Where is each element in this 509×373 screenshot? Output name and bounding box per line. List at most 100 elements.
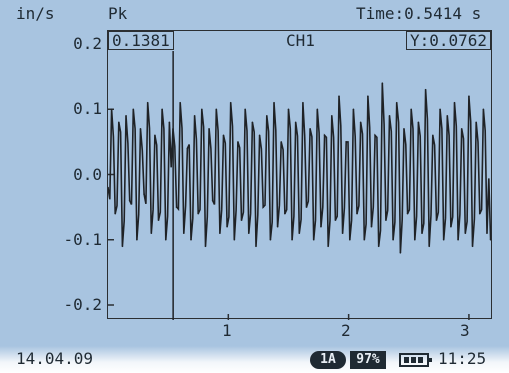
waveform-point <box>370 225 373 228</box>
time-readout: Time:0.5414 s <box>356 4 482 23</box>
waveform-point <box>226 225 228 228</box>
y-tick-label: -0.2 <box>63 295 102 314</box>
waveform-point <box>219 232 221 235</box>
y-tick-label: 0.0 <box>73 165 102 184</box>
y-tick-label: 0.1 <box>73 99 102 118</box>
waveform-point <box>258 134 261 137</box>
waveform-point <box>280 141 283 143</box>
waveform-point <box>435 219 438 221</box>
waveform-point <box>312 238 315 241</box>
waveform-point <box>146 101 149 104</box>
waveform-point <box>179 101 181 104</box>
waveform-point <box>287 108 290 111</box>
waveform-point <box>240 219 243 221</box>
waveform-point <box>334 219 337 221</box>
waveform-trace <box>108 83 492 253</box>
x-tick-label: 1 <box>222 321 232 340</box>
waveform-point <box>453 101 456 104</box>
waveform-plot[interactable]: 0.1381 CH1 Y:0.0762 <box>107 30 492 320</box>
waveform-point <box>450 225 452 228</box>
waveform-point <box>392 238 394 241</box>
waveform-point <box>284 212 286 215</box>
battery-icon <box>399 353 432 367</box>
waveform-point <box>367 95 369 97</box>
waveform-point <box>114 212 117 215</box>
waveform-point <box>428 245 431 248</box>
x-tick-label: 3 <box>460 321 470 340</box>
waveform-point <box>121 245 124 248</box>
waveform-point <box>229 101 232 104</box>
waveform-point <box>330 114 333 117</box>
waveform-point <box>164 238 167 241</box>
percent-badge: 97% <box>350 351 386 369</box>
waveform-point <box>266 114 268 117</box>
waveform-point <box>136 238 138 241</box>
channel-label: CH1 <box>286 31 315 50</box>
waveform-point <box>255 245 257 248</box>
waveform-point <box>294 121 297 124</box>
waveform-point <box>475 121 477 124</box>
waveform-point <box>201 108 203 111</box>
waveform-point <box>222 134 225 137</box>
waveform-point <box>478 212 481 215</box>
waveform-point <box>356 212 358 215</box>
waveform-point <box>406 212 409 215</box>
waveform-point <box>442 238 445 241</box>
waveform-point <box>193 114 196 117</box>
waveform-point <box>251 121 254 124</box>
waveform-point <box>316 108 319 111</box>
waveform-point <box>125 114 127 117</box>
waveform-point <box>233 238 236 241</box>
x-tick-label: 2 <box>341 321 351 340</box>
waveform-point <box>305 206 308 208</box>
cursor-x-readout: 0.1381 <box>108 31 174 50</box>
waveform-point <box>309 128 311 130</box>
waveform-point <box>128 199 131 202</box>
channel-badge: 1A <box>310 351 346 369</box>
waveform-point <box>345 141 348 143</box>
waveform-point <box>157 219 160 221</box>
waveform-point <box>190 238 192 241</box>
waveform-point <box>359 121 362 124</box>
waveform-point <box>489 238 492 241</box>
waveform-point <box>108 186 109 189</box>
waveform-point <box>244 108 246 111</box>
waveform-point <box>377 245 380 248</box>
waveform-point <box>457 238 459 241</box>
waveform-point <box>381 82 384 84</box>
waveform-point <box>204 245 207 248</box>
waveform-point <box>460 128 463 130</box>
waveform-point <box>215 108 218 111</box>
waveform-point <box>482 108 485 111</box>
waveform-point <box>320 225 322 228</box>
waveform-point <box>395 101 398 104</box>
waveform-point <box>118 121 120 124</box>
waveform-point <box>341 232 344 235</box>
waveform-point <box>247 232 250 235</box>
waveform-point <box>154 134 156 137</box>
waveform-point <box>143 193 145 195</box>
waveform-point <box>168 121 171 124</box>
clock-readout: 11:25 <box>438 349 487 368</box>
waveform-point <box>388 114 391 117</box>
waveform-point <box>211 199 214 202</box>
waveform-point <box>413 238 416 241</box>
waveform-point <box>385 219 387 221</box>
waveform-point <box>161 108 163 111</box>
waveform-point <box>338 95 340 97</box>
waveform-point <box>291 238 293 241</box>
waveform-point <box>298 232 301 235</box>
waveform-point <box>464 232 467 235</box>
waveform-point <box>410 108 412 111</box>
waveform-point <box>446 114 449 117</box>
waveform-point <box>468 95 470 97</box>
waveform-point <box>424 88 427 91</box>
waveform-point <box>323 134 326 137</box>
waveform-point <box>150 232 153 235</box>
waveform-point <box>439 108 441 111</box>
waveform-point <box>182 232 185 235</box>
waveform-point <box>363 238 366 241</box>
waveform-point <box>327 245 329 248</box>
waveform-point <box>432 134 434 137</box>
